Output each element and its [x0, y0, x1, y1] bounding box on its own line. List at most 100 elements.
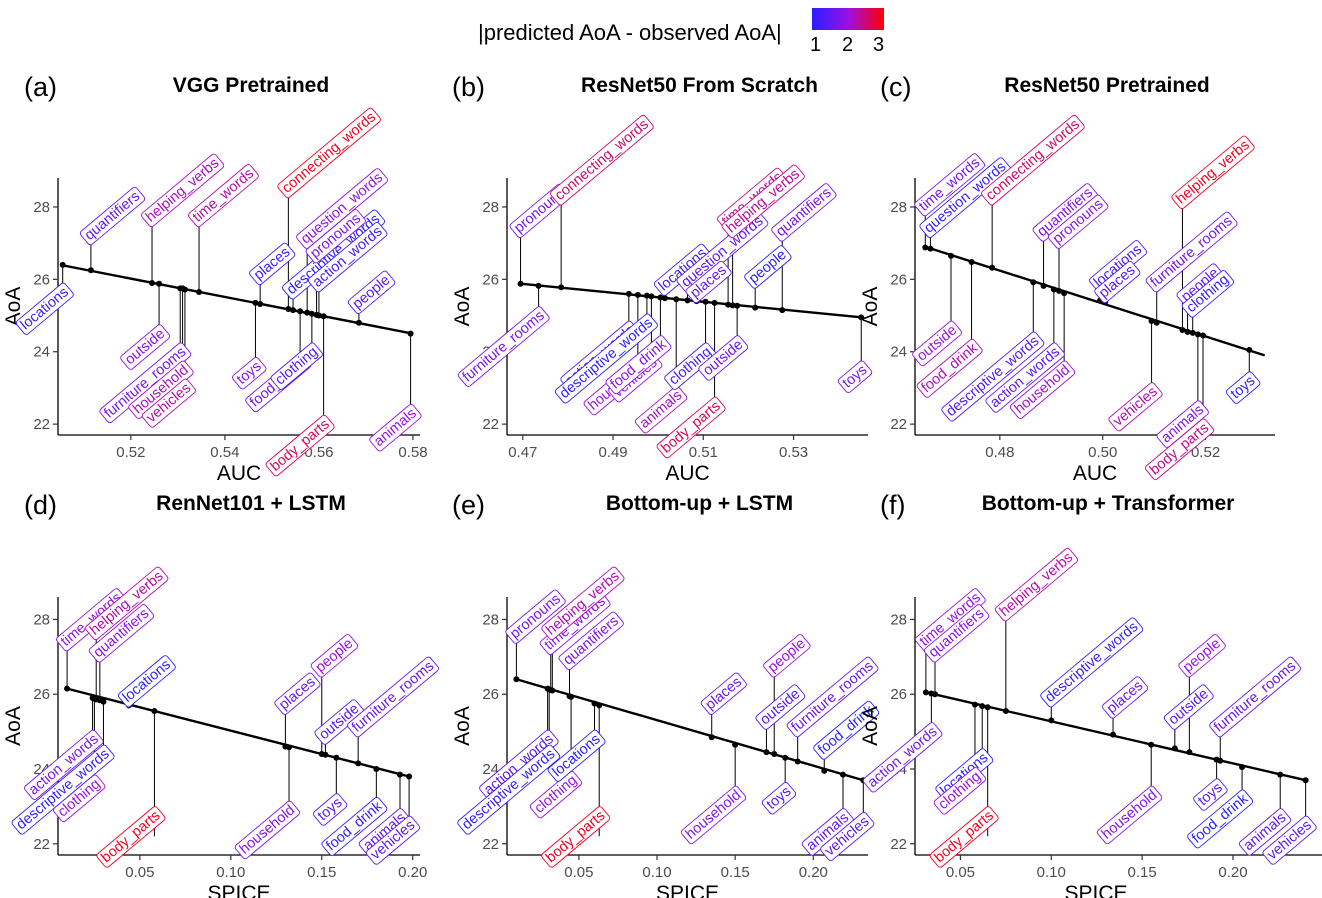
category-label-box	[369, 403, 422, 452]
data-point	[1186, 749, 1193, 756]
data-point	[732, 741, 739, 748]
y-tick-label: 22	[482, 416, 499, 433]
y-tick-label: 28	[482, 199, 499, 216]
category-label-descriptive_words: descriptive_words	[457, 744, 561, 835]
category-label-box	[1262, 815, 1317, 865]
data-point	[181, 286, 188, 293]
category-label-box	[24, 729, 104, 800]
data-point	[1179, 327, 1186, 334]
x-axis-label: SPICE	[207, 882, 270, 898]
category-label-box	[1009, 360, 1076, 419]
panel-title: ResNet50 From Scratch	[581, 74, 818, 97]
data-point	[1061, 290, 1068, 297]
category-label-box	[1145, 418, 1214, 480]
category-label-people: people	[310, 634, 359, 678]
data-point	[643, 292, 650, 299]
category-label-box	[929, 806, 999, 868]
category-label-box	[141, 378, 196, 428]
data-point	[763, 749, 770, 756]
x-tick-label: 0.15	[1128, 864, 1157, 881]
x-axis-label: AUC	[665, 462, 709, 485]
data-point	[922, 244, 929, 251]
category-label-vehicles: vehicles	[1108, 382, 1163, 432]
category-label-box	[605, 335, 672, 395]
category-label-connecting_words: connecting_words	[550, 114, 654, 206]
data-point	[1217, 757, 1224, 764]
data-point	[725, 301, 732, 308]
data-point	[1153, 319, 1160, 326]
data-point	[304, 309, 311, 316]
data-point	[839, 771, 846, 778]
y-tick-label: 28	[890, 611, 907, 628]
x-tick-label: 0.47	[508, 444, 537, 461]
category-label-box	[676, 211, 769, 293]
category-label-text: people	[350, 272, 394, 312]
data-point	[734, 302, 741, 309]
panel-title: ResNet50 Pretrained	[1004, 74, 1209, 97]
data-point	[333, 754, 340, 761]
y-axis-label: AoA	[859, 706, 882, 746]
data-point	[297, 308, 304, 315]
data-point	[59, 261, 66, 268]
x-tick-label: 0.56	[304, 444, 333, 461]
panel-title: VGG Pretrained	[173, 74, 329, 97]
category-label-box	[1171, 135, 1255, 210]
data-point	[931, 691, 938, 698]
data-point	[1002, 708, 1009, 715]
category-label-box	[994, 547, 1079, 622]
data-point	[355, 760, 362, 767]
data-point	[196, 289, 203, 296]
category-label-text: household	[1099, 787, 1161, 842]
category-label-box	[141, 153, 225, 228]
data-point	[315, 312, 322, 319]
data-point	[1277, 771, 1284, 778]
y-axis-label: AoA	[2, 287, 25, 327]
y-tick-label: 26	[33, 686, 50, 703]
category-label-box	[1096, 785, 1163, 845]
data-point	[322, 751, 329, 758]
x-tick-label: 0.20	[398, 864, 427, 881]
category-label-people: people	[763, 634, 811, 678]
data-point	[373, 766, 380, 772]
data-point	[782, 754, 789, 761]
category-label-text: body_parts	[543, 808, 608, 866]
category-label-box	[1187, 789, 1254, 849]
y-tick-label: 26	[33, 271, 50, 288]
category-label-box	[265, 414, 335, 477]
data-point	[535, 282, 542, 289]
category-label-box	[1102, 676, 1149, 719]
data-point	[308, 310, 315, 317]
y-tick-label: 26	[482, 271, 499, 288]
y-tick-label: 28	[482, 611, 499, 628]
x-axis-label: SPICE	[656, 882, 719, 898]
y-tick-label: 22	[482, 836, 499, 853]
category-label-box	[664, 342, 717, 390]
category-label-clothing: clothing	[270, 342, 323, 390]
y-tick-label: 22	[33, 416, 50, 433]
data-point	[87, 267, 94, 274]
data-point	[752, 304, 759, 311]
panel-1: (a) VGG Pretrained 0.52 0.54 0.56 0.58 22 24 26 2…	[2, 72, 428, 485]
data-point	[1194, 331, 1201, 338]
data-point	[1189, 329, 1196, 336]
x-tick-label: 0.48	[985, 444, 1014, 461]
category-label-box	[1094, 260, 1141, 304]
x-tick-label: 0.58	[398, 444, 427, 461]
category-label-text: furniture_rooms	[1211, 658, 1299, 736]
category-label-box	[763, 634, 811, 678]
y-tick-label: 22	[890, 416, 907, 433]
y-tick-label: 28	[890, 199, 907, 216]
category-label-text: locations	[120, 657, 174, 706]
category-label-text: places	[1104, 678, 1146, 717]
data-point	[648, 293, 655, 300]
data-point	[156, 280, 163, 287]
category-label-box	[120, 324, 171, 370]
y-tick-label: 28	[33, 611, 50, 628]
data-point	[64, 685, 71, 692]
data-point	[673, 296, 680, 303]
category-label-places: places	[700, 672, 747, 715]
category-label-people: people	[744, 245, 792, 289]
